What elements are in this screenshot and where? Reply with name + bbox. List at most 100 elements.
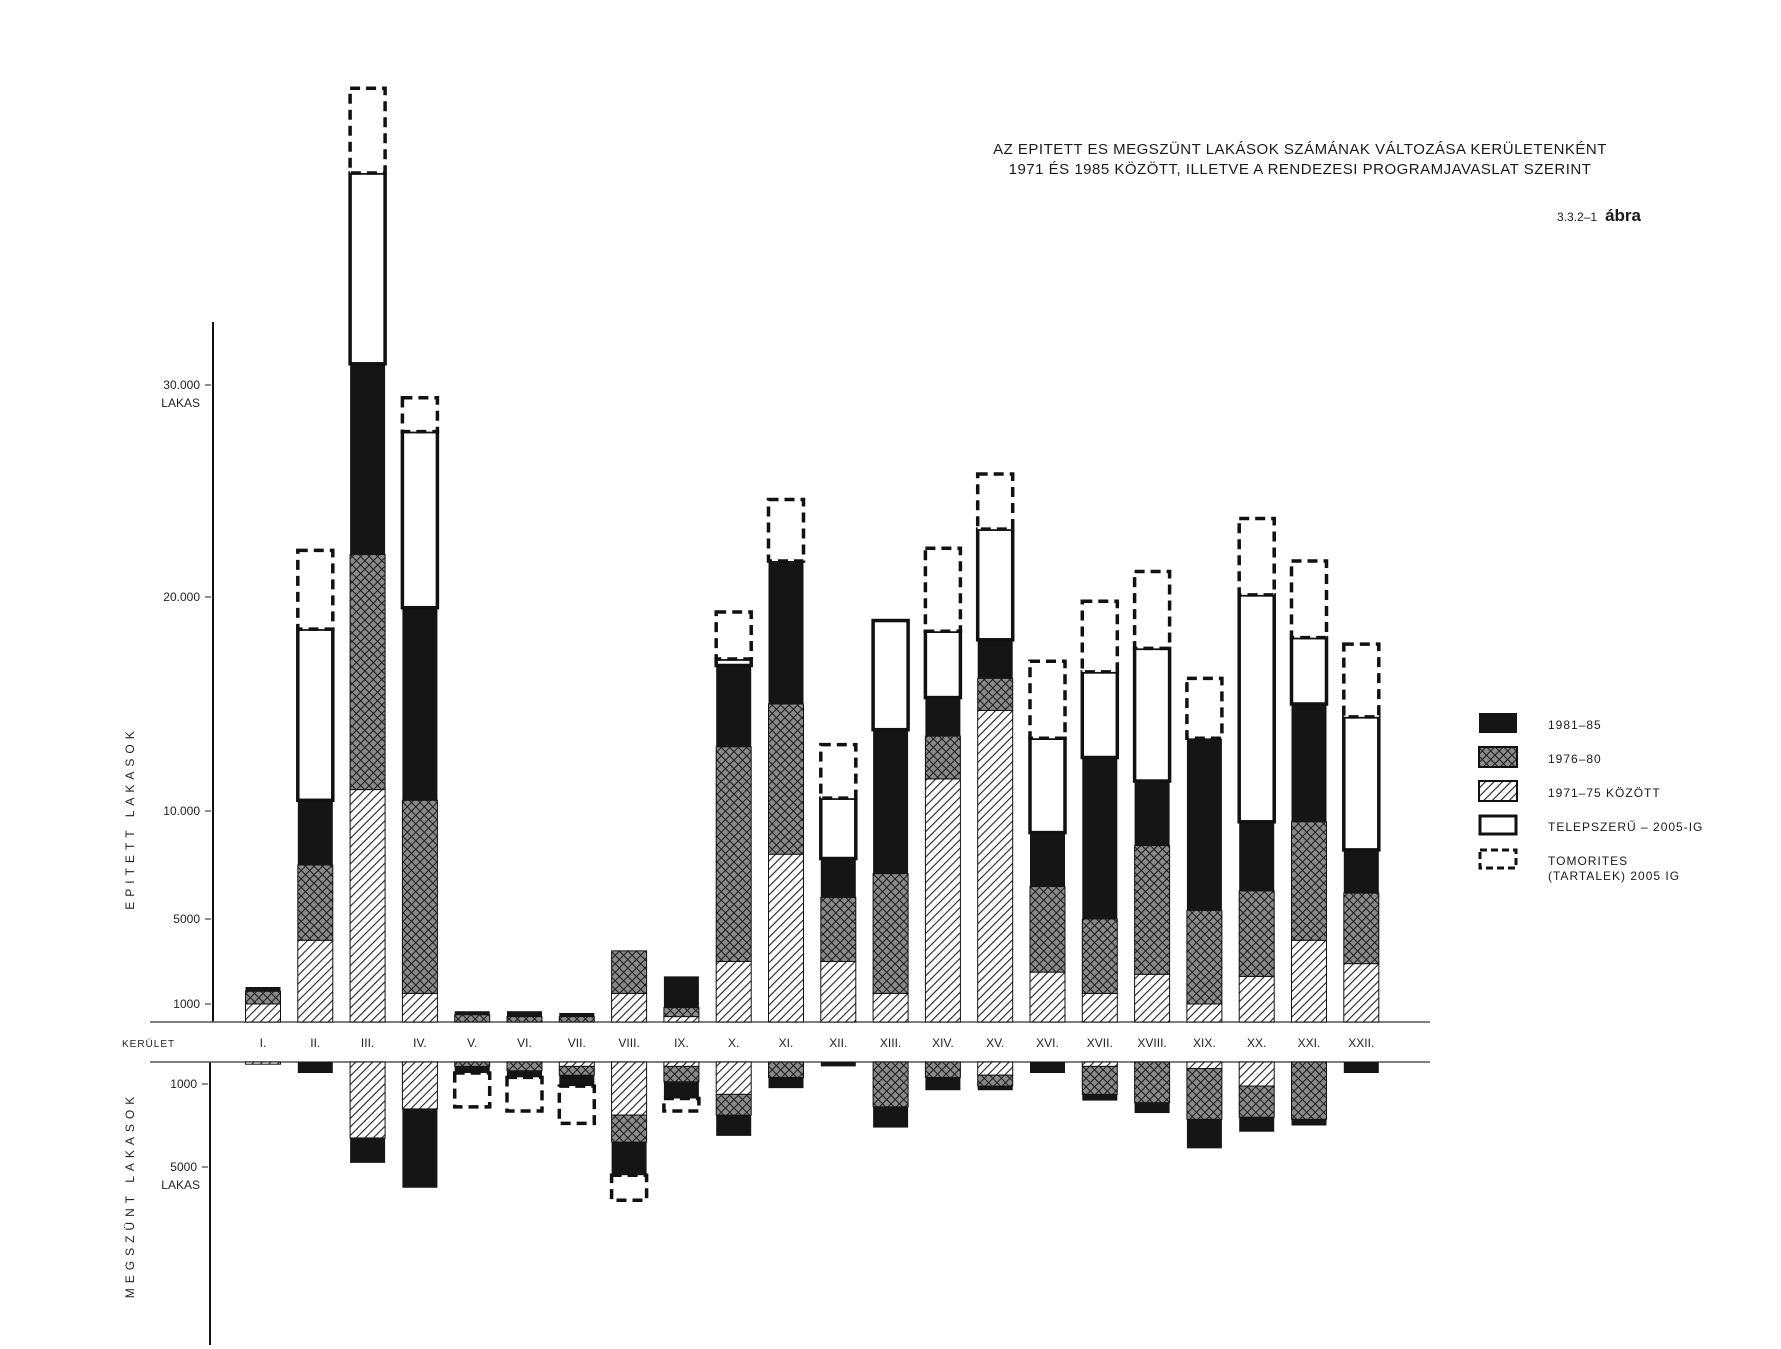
bar-built-telepszeru — [1132, 646, 1172, 783]
bar-built-1971-75 — [1081, 992, 1118, 1023]
bar-demolished-1981-85 — [663, 1081, 699, 1099]
bar-built-telepszeru — [923, 629, 963, 700]
y-axis-title-upper: EPITETT LAKASOK — [123, 726, 137, 909]
bar-built-1976-80 — [506, 1016, 543, 1023]
bar-demolished-1981-85 — [1186, 1119, 1222, 1149]
bar-built-1971-75 — [924, 778, 961, 1023]
legend-label: 1971–75 KÖZÖTT — [1548, 786, 1661, 800]
bar-demolished-1976-80 — [663, 1065, 700, 1083]
bar-built-1976-80 — [297, 864, 334, 941]
chart-legend: 1981–85 1976–80 1971–75 KÖZÖTT TELEPSZER… — [1478, 712, 1718, 883]
bar-built-1981-85 — [507, 1011, 542, 1017]
x-tick-label: XIX. — [1193, 1036, 1216, 1050]
bar-built-1981-85 — [820, 858, 856, 898]
bar-built-1976-80 — [245, 990, 281, 1005]
x-tick-label: VI. — [517, 1036, 532, 1050]
bar-demolished-1976-80 — [558, 1065, 595, 1076]
bar-built-tomorites — [975, 472, 1015, 531]
bar-demolished-1976-80 — [1186, 1068, 1223, 1120]
bar-built-1981-85 — [1239, 821, 1275, 891]
bar-demolished-1981-85 — [716, 1115, 752, 1136]
bar-demolished-1976-80 — [1291, 1061, 1327, 1120]
x-tick-label: XXI. — [1298, 1036, 1321, 1050]
bar-demolished-1976-80 — [1081, 1065, 1118, 1095]
bar-demolished-1981-85 — [977, 1086, 1013, 1091]
bar-built-1971-75 — [349, 789, 386, 1023]
bar-built-telepszeru — [348, 171, 387, 366]
bar-built-tomorites — [1185, 676, 1224, 740]
legend-label: TELEPSZERŰ – 2005-IG — [1548, 820, 1704, 834]
bar-demolished-1981-85 — [402, 1108, 438, 1188]
bar-demolished-1976-80 — [768, 1061, 804, 1078]
y-tick-label: 30.000 — [163, 378, 200, 392]
bar-built-1981-85 — [873, 729, 909, 874]
bar-built-1971-75 — [663, 1016, 700, 1023]
bar-built-1981-85 — [716, 665, 752, 747]
y-tick-label: 5000 — [170, 1160, 197, 1174]
bar-built-1976-80 — [1186, 909, 1223, 1005]
bar-built-1981-85 — [454, 1011, 490, 1015]
bar-demolished-1976-80 — [611, 1114, 648, 1143]
bar-built-tomorites — [1028, 659, 1067, 740]
bar-demolished-1971-75 — [1186, 1061, 1223, 1070]
bar-built-tomorites — [400, 395, 440, 434]
bar-built-tomorites — [348, 86, 387, 175]
bar-built-1971-75 — [872, 992, 909, 1023]
legend-item-tomorites: TOMORITES (TARTALEK) 2005 IG — [1478, 848, 1718, 883]
bar-built-1971-75 — [1029, 971, 1066, 1023]
x-tick-label: III. — [361, 1036, 374, 1050]
bar-built-1971-75 — [245, 1003, 281, 1023]
bar-demolished-1981-85 — [1343, 1062, 1379, 1073]
bar-built-1981-85 — [925, 697, 961, 737]
legend-swatch-outline — [1478, 814, 1518, 836]
bar-built-1976-80 — [611, 950, 648, 994]
bar-built-1976-80 — [1291, 821, 1327, 941]
legend-swatch-dashed-outline — [1478, 848, 1518, 870]
bar-built-1971-75 — [401, 992, 438, 1023]
chart-title-line-2: 1971 ÉS 1985 KÖZÖTT, ILLETVE A RENDEZESI… — [1008, 161, 1592, 178]
legend-item-1981-85: 1981–85 — [1478, 712, 1718, 746]
x-tick-label: XVII. — [1087, 1036, 1113, 1050]
x-tick-label: XII. — [829, 1036, 847, 1050]
figure-number-code: 3.3.2–1 — [1557, 210, 1598, 224]
bar-built-1971-75 — [1186, 1003, 1223, 1023]
bar-built-1971-75 — [768, 853, 804, 1023]
bar-demolished-1981-85 — [768, 1077, 804, 1089]
bar-built-tomorites — [766, 497, 806, 563]
bar-built-telepszeru — [296, 627, 335, 803]
bar-demolished-1976-80 — [1134, 1061, 1171, 1104]
y-tick-label: 10.000 — [163, 804, 200, 818]
bar-built-1976-80 — [663, 1007, 700, 1018]
bar-demolished-1976-80 — [1238, 1085, 1275, 1118]
figure-number-word: ábra — [1605, 206, 1641, 225]
y-axis-title-lower: MEGSZÜNT LAKASOK — [123, 1092, 137, 1298]
chart-title: AZ EPITETT ES MEGSZÜNT LAKÁSOK SZÁMÁNAK … — [920, 140, 1680, 180]
bar-built-telepszeru — [1028, 736, 1067, 835]
x-tick-label: X. — [728, 1036, 739, 1050]
y-tick-label: 1000 — [170, 1077, 197, 1091]
bar-built-1981-85 — [559, 1013, 595, 1017]
bar-demolished-1981-85 — [297, 1062, 333, 1073]
bar-demolished-1981-85 — [1239, 1117, 1275, 1132]
x-tick-label: XI. — [779, 1036, 794, 1050]
legend-item-1971-75: 1971–75 KÖZÖTT — [1478, 780, 1718, 814]
bar-demolished-1971-75 — [663, 1061, 700, 1067]
x-tick-label: XXII. — [1348, 1036, 1374, 1050]
bar-built-1976-80 — [454, 1014, 491, 1023]
bar-demolished-1976-80 — [715, 1093, 752, 1116]
bar-built-1976-80 — [768, 703, 804, 855]
bar-demolished-1981-85 — [507, 1070, 542, 1078]
legend-swatch-cross-hatch — [1478, 746, 1518, 768]
bar-built-tomorites — [1132, 569, 1172, 651]
bar-demolished-tomorites — [452, 1071, 492, 1109]
bar-built-tomorites — [1237, 516, 1276, 597]
bar-demolished-1981-85 — [873, 1106, 909, 1128]
bar-built-1981-85 — [350, 363, 386, 555]
bar-built-telepszeru — [975, 527, 1015, 642]
bar-built-1976-80 — [977, 677, 1014, 711]
bar-built-1981-85 — [1343, 849, 1379, 894]
bar-built-1976-80 — [924, 735, 961, 780]
legend-item-telepszeru: TELEPSZERŰ – 2005-IG — [1478, 814, 1718, 848]
bar-built-1981-85 — [977, 639, 1013, 679]
bar-built-1981-85 — [245, 987, 281, 992]
